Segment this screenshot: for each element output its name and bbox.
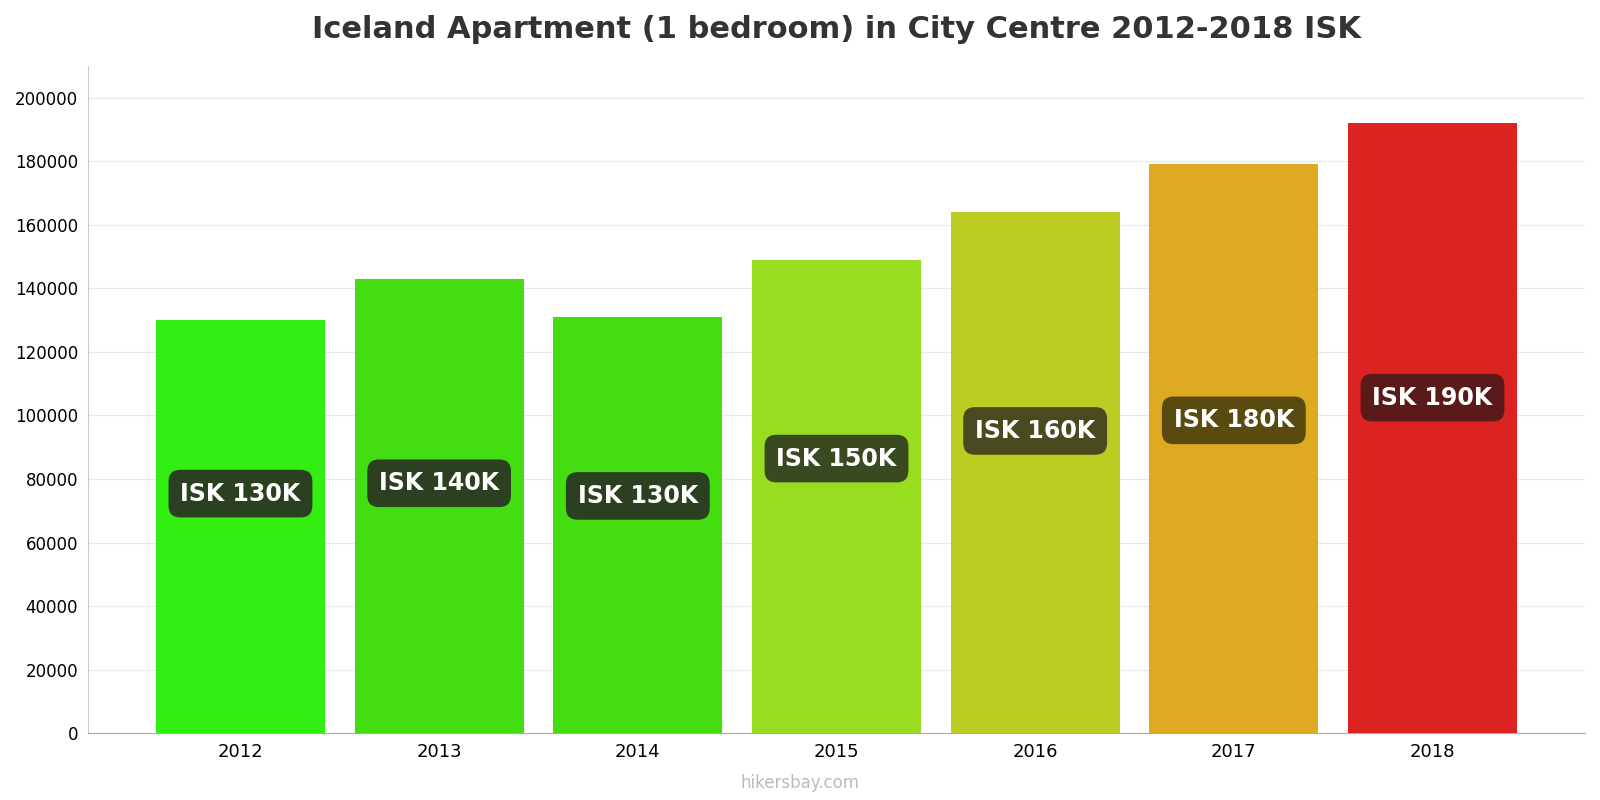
Title: Iceland Apartment (1 bedroom) in City Centre 2012-2018 ISK: Iceland Apartment (1 bedroom) in City Ce… <box>312 15 1362 44</box>
Text: ISK 140K: ISK 140K <box>379 471 499 495</box>
Text: ISK 180K: ISK 180K <box>1174 408 1294 432</box>
Bar <box>1349 123 1517 734</box>
Text: ISK 160K: ISK 160K <box>974 419 1096 443</box>
Text: ISK 190K: ISK 190K <box>1373 386 1493 410</box>
Bar <box>157 320 325 734</box>
Text: ISK 130K: ISK 130K <box>181 482 301 506</box>
Bar <box>752 260 922 734</box>
Bar <box>950 212 1120 734</box>
Text: ISK 130K: ISK 130K <box>578 484 698 508</box>
Bar <box>1149 164 1318 734</box>
Text: ISK 150K: ISK 150K <box>776 446 896 470</box>
Bar <box>355 278 523 734</box>
Text: hikersbay.com: hikersbay.com <box>741 774 859 792</box>
Bar <box>554 317 722 734</box>
